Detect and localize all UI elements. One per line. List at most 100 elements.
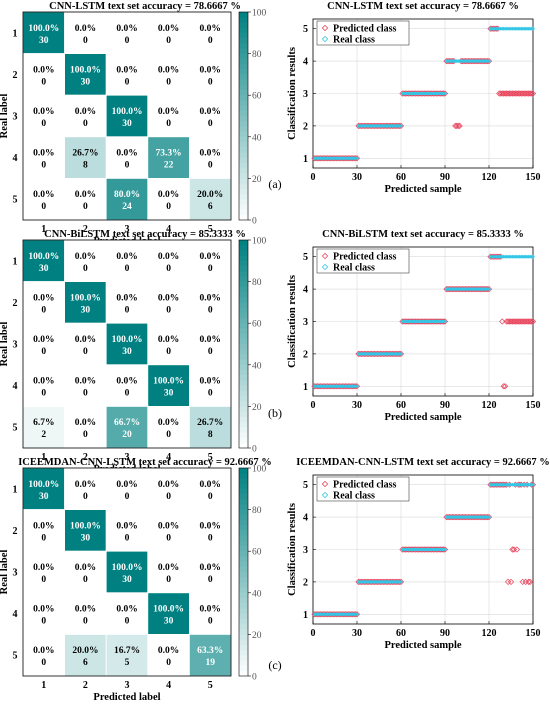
heatmap-cell-percent: 100.0% xyxy=(153,605,184,615)
heatmap-x-tick-label: 1 xyxy=(41,680,46,691)
heatmap-cell-count: 0 xyxy=(166,492,171,502)
heatmap-y-tick-label: 2 xyxy=(13,298,18,309)
heatmap-cell xyxy=(188,322,232,366)
heatmap-cell-count: 0 xyxy=(208,347,213,357)
heatmap-y-axis-label: Real label xyxy=(0,550,10,595)
heatmap-cell-percent: 0.0% xyxy=(116,521,137,531)
heatmap-cell-percent: 0.0% xyxy=(75,605,96,615)
heatmap-cell-count: 0 xyxy=(208,305,213,315)
scatter-y-tick-label: 3 xyxy=(303,317,308,328)
scatter-y-axis-label: Classification results xyxy=(287,503,298,596)
colorbar-segment xyxy=(239,613,248,620)
colorbar-segment xyxy=(239,629,248,635)
scatter-y-tick-label: 4 xyxy=(303,285,308,296)
colorbar-segment xyxy=(239,520,248,526)
heatmap-cell-count: 0 xyxy=(166,77,171,87)
heatmap-title: ICEEMDAN-CNN-LSTM text set accuracy = 92… xyxy=(18,457,272,468)
scatter-x-tick-label: 0 xyxy=(311,172,316,183)
colorbar-segment xyxy=(239,266,248,272)
scatter-x-axis-label: Predicted sample xyxy=(384,184,461,195)
heatmap-y-tick-label: 4 xyxy=(13,609,18,620)
colorbar-segment xyxy=(239,577,248,583)
heatmap-cell-percent: 0.0% xyxy=(158,480,179,490)
heatmap-cell-count: 5 xyxy=(125,658,130,668)
predicted-point xyxy=(513,90,520,97)
colorbar-segment xyxy=(239,32,248,39)
heatmap-frame xyxy=(22,239,232,449)
heatmap-cell-percent: 66.7% xyxy=(114,418,140,428)
colorbar-tick-label: 100 xyxy=(252,237,267,247)
heatmap-x-tick-label: 4 xyxy=(166,224,171,235)
predicted-point xyxy=(522,318,529,325)
heatmap-y-tick-label: 4 xyxy=(13,381,18,392)
scatter-x-tick-label: 120 xyxy=(482,172,497,183)
heatmap-cell-count: 0 xyxy=(166,202,171,212)
colorbar-segment xyxy=(239,639,248,646)
real-point xyxy=(399,580,403,584)
colorbar-tick-label: 40 xyxy=(252,589,262,599)
real-point xyxy=(443,91,447,96)
heatmap-cell-percent: 0.0% xyxy=(33,521,54,531)
heatmap-cell-percent: 100.0% xyxy=(153,377,184,387)
colorbar-segment xyxy=(239,312,248,319)
heatmap-y-axis-label: Real label xyxy=(0,322,10,367)
heatmap-cell-count: 0 xyxy=(41,161,46,171)
heatmap-cell-percent: 0.0% xyxy=(75,252,96,262)
colorbar-segment xyxy=(239,540,248,547)
heatmap-cell-count: 0 xyxy=(83,264,88,274)
colorbar-segment xyxy=(239,509,248,516)
legend-real-label: Real class xyxy=(333,35,375,46)
predicted-point xyxy=(521,318,528,325)
heatmap-y-axis-label: Real label xyxy=(0,94,10,139)
scatter-x-tick-label: 60 xyxy=(396,172,406,183)
heatmap-title: CNN-LSTM text set accuracy = 78.6667 % xyxy=(49,1,241,12)
heatmap-cell xyxy=(188,509,232,552)
scatter-x-tick-label: 90 xyxy=(440,400,450,411)
predicted-point xyxy=(510,90,518,97)
heatmap-cell-count: 30 xyxy=(39,264,49,274)
scatter-y-tick-label: 5 xyxy=(303,252,308,263)
colorbar-segment xyxy=(239,105,248,112)
heatmap-cell xyxy=(64,467,107,510)
colorbar-segment xyxy=(239,514,248,521)
heatmap-cell xyxy=(188,634,232,677)
colorbar-segment xyxy=(239,147,248,153)
colorbar-segment xyxy=(239,422,248,428)
colorbar-segment xyxy=(239,598,248,604)
heatmap-x-tick-label: 2 xyxy=(83,680,88,691)
real-point xyxy=(531,254,535,259)
real-point xyxy=(487,515,491,519)
colorbar-segment xyxy=(239,157,248,164)
predicted-point xyxy=(506,90,513,97)
legend-real-marker xyxy=(321,35,329,43)
heatmap-cell-percent: 0.0% xyxy=(200,149,221,159)
colorbar-tick-label: 20 xyxy=(252,175,262,185)
heatmap-cell-count: 30 xyxy=(39,492,49,502)
heatmap-cell-percent: 0.0% xyxy=(75,563,96,573)
real-point xyxy=(355,384,359,389)
heatmap-cell xyxy=(22,509,65,552)
heatmap-cell-count: 2 xyxy=(41,430,46,440)
colorbar-segment xyxy=(239,535,248,542)
heatmap-cell-count: 0 xyxy=(208,575,213,585)
heatmap-cell xyxy=(105,550,149,594)
heatmap-cell-count: 0 xyxy=(208,36,213,46)
scatter-x-tick-label: 60 xyxy=(396,628,406,639)
heatmap-cell-percent: 73.3% xyxy=(156,149,182,159)
colorbar-segment xyxy=(239,406,248,413)
heatmap-cell xyxy=(105,634,149,677)
predicted-point xyxy=(509,546,516,553)
heatmap-cell-percent: 63.3% xyxy=(197,646,223,656)
predicted-point xyxy=(510,546,518,553)
colorbar-segment xyxy=(239,307,248,314)
colorbar-segment xyxy=(239,390,248,397)
heatmap-cell-percent: 0.0% xyxy=(158,190,179,200)
heatmap-cell-percent: 0.0% xyxy=(75,24,96,34)
colorbar-tick-label: 40 xyxy=(252,361,262,371)
predicted-point xyxy=(502,383,509,390)
colorbar-segment xyxy=(239,209,248,216)
heatmap-cell xyxy=(147,467,190,510)
heatmap-cell-count: 0 xyxy=(208,533,213,543)
predicted-point xyxy=(526,578,534,585)
